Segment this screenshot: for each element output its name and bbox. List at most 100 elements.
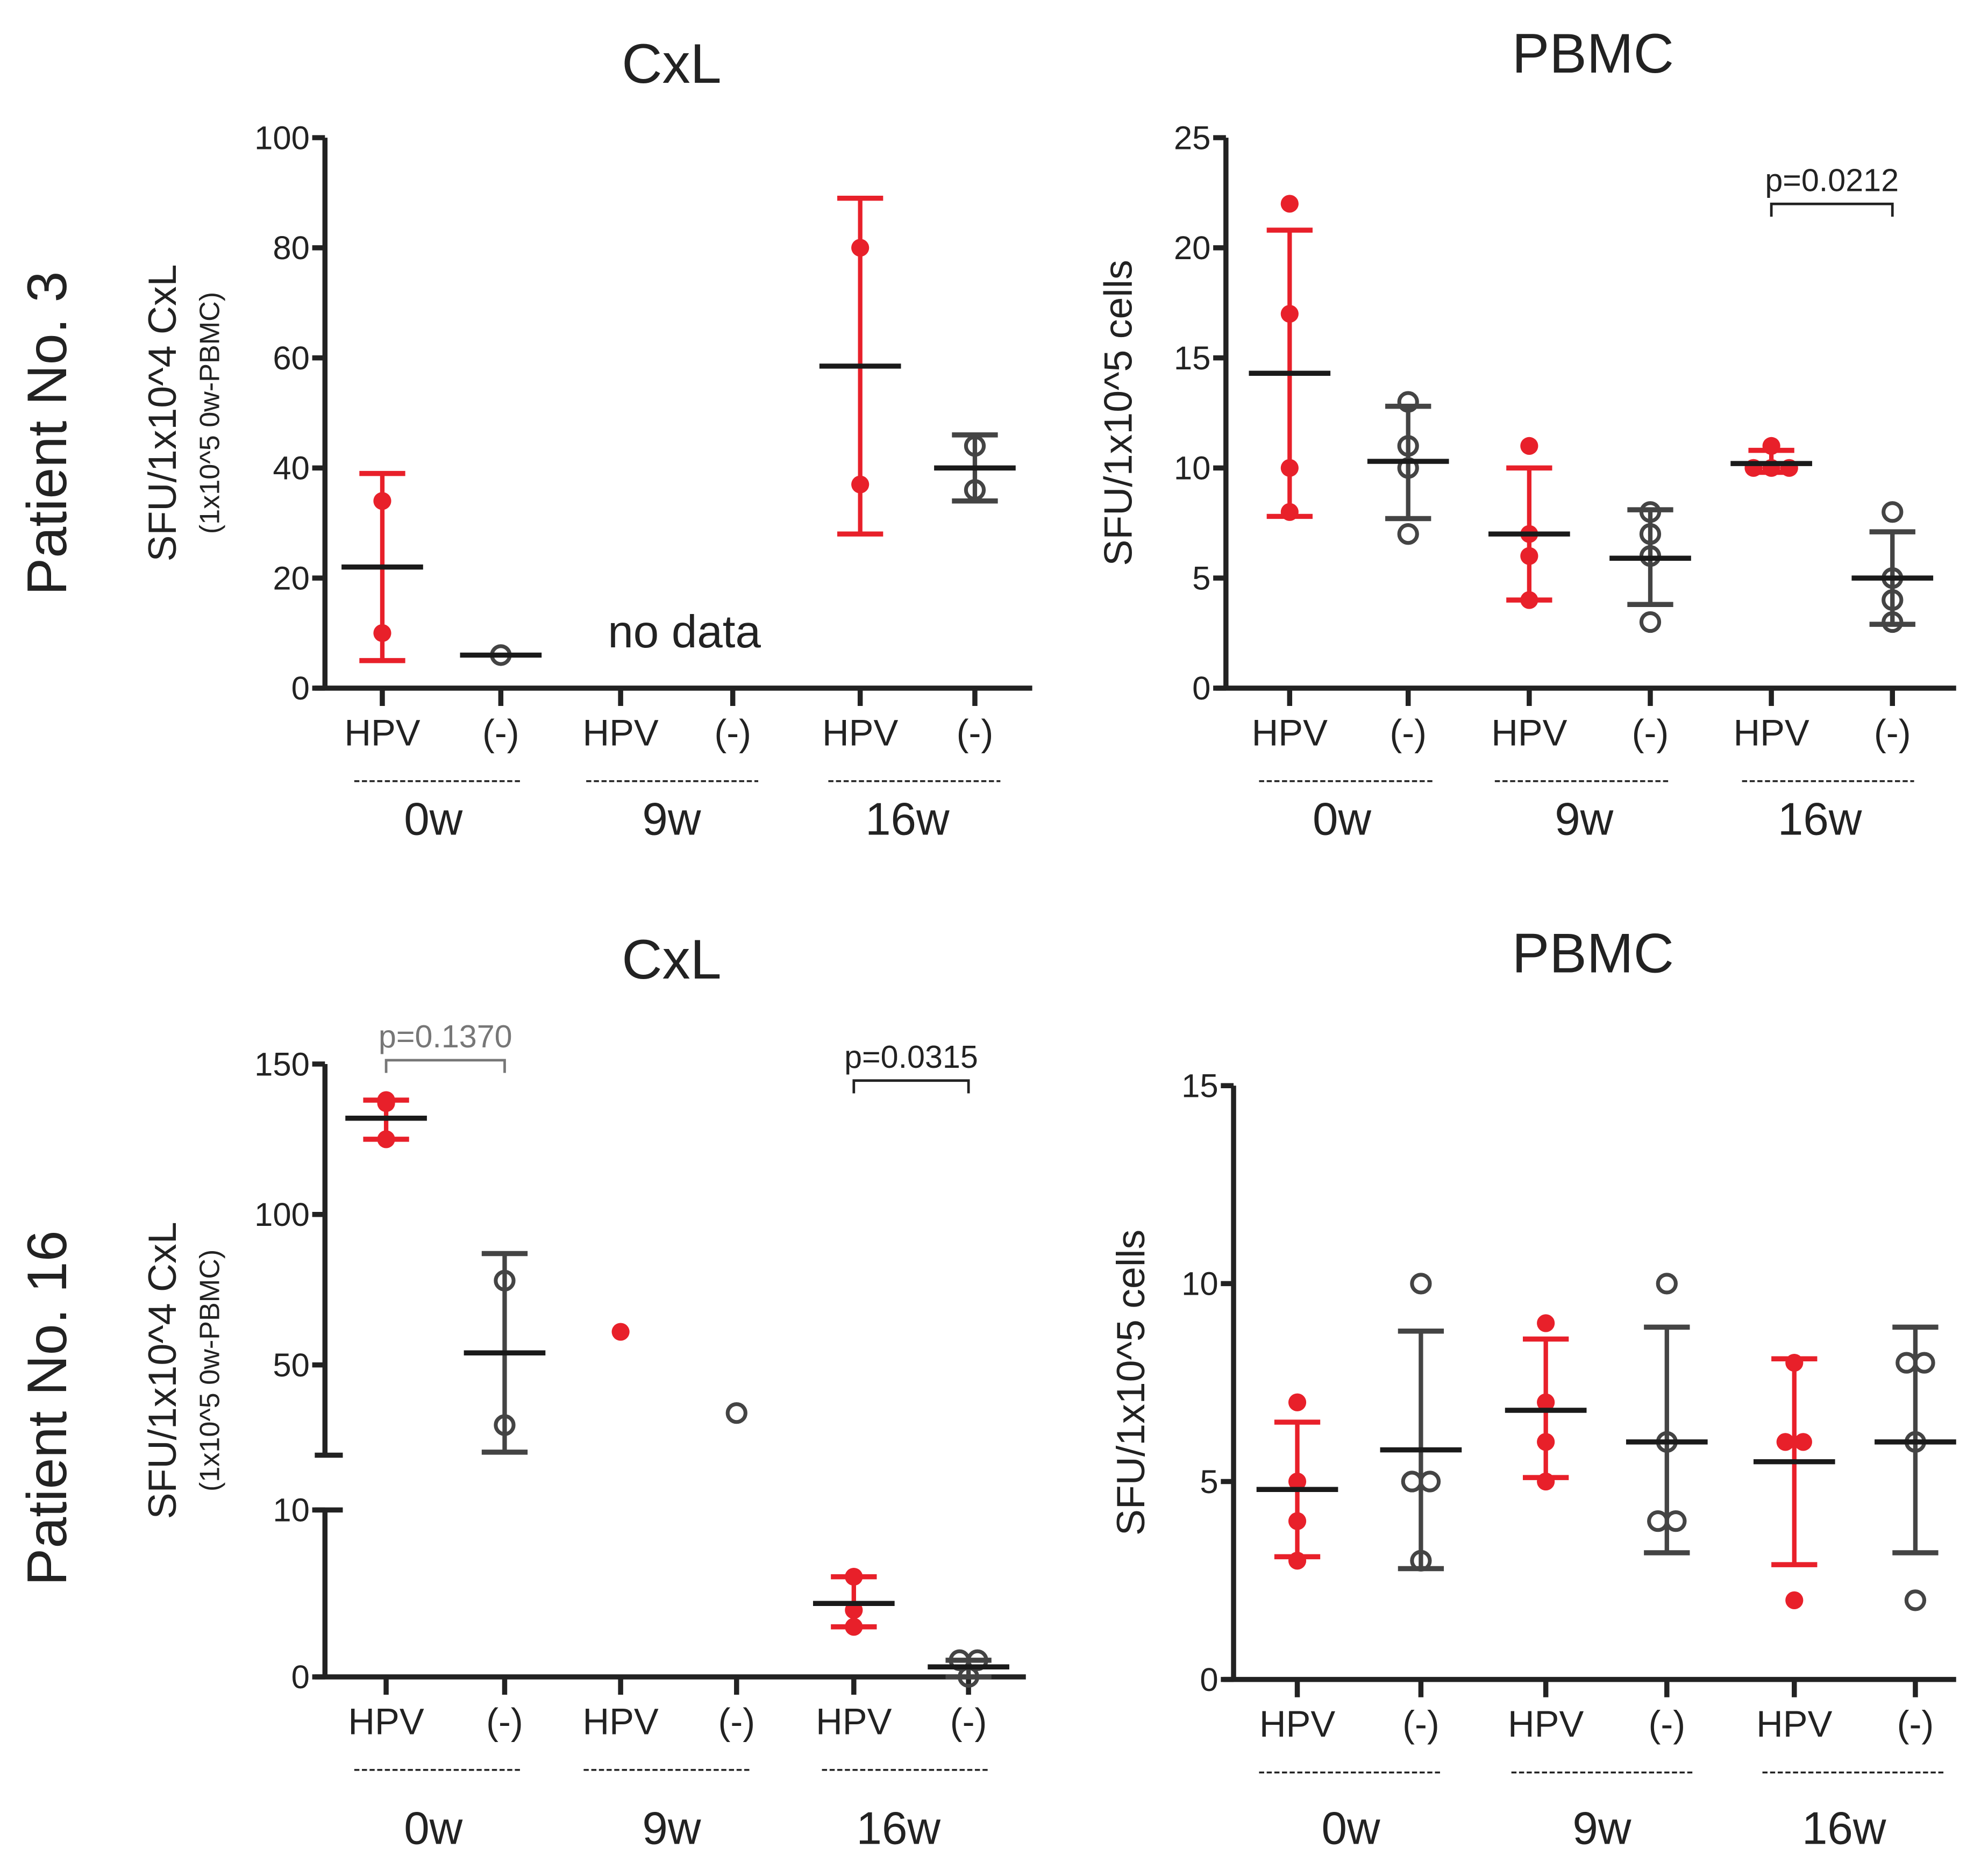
series-16w-hpv bbox=[819, 195, 901, 537]
series-16w- bbox=[928, 1649, 1009, 1688]
group-label: 9w bbox=[1572, 1803, 1631, 1854]
x-tick-label: (-) bbox=[486, 1701, 523, 1743]
y-tick-label: 80 bbox=[273, 230, 310, 267]
group-label: 9w bbox=[642, 1803, 701, 1854]
x-tick-label: (-) bbox=[950, 1701, 987, 1743]
x-tick-label: (-) bbox=[714, 712, 751, 753]
group-label: 9w bbox=[1555, 794, 1613, 845]
x-tick-label: (-) bbox=[1632, 712, 1669, 753]
data-point bbox=[611, 1323, 630, 1341]
series-0w-hpv bbox=[345, 1091, 427, 1148]
data-point bbox=[377, 1130, 395, 1148]
y-tick-label: 5 bbox=[1192, 560, 1210, 597]
y-tick-label: 150 bbox=[254, 1046, 310, 1083]
x-tick-label: HPV bbox=[1756, 1703, 1832, 1745]
x-tick-label: (-) bbox=[1874, 712, 1911, 753]
x-tick-label: (-) bbox=[1390, 712, 1427, 753]
y-axis-sublabel: (1x10^5 0w-PBMC) bbox=[195, 292, 226, 534]
series-16w-hpv bbox=[813, 1568, 895, 1636]
row-label: Patient No. 3 bbox=[16, 271, 79, 595]
y-axis-label: SFU/1x10^4 CxL bbox=[140, 1222, 184, 1519]
data-point bbox=[851, 239, 870, 257]
y-tick-label: 40 bbox=[273, 450, 310, 487]
chart-title: CxL bbox=[622, 929, 721, 991]
x-tick-label: (-) bbox=[718, 1701, 755, 1743]
y-tick-label: 0 bbox=[291, 1659, 310, 1696]
data-point bbox=[964, 479, 986, 501]
data-point bbox=[1520, 591, 1538, 609]
x-tick-label: HPV bbox=[1252, 712, 1328, 753]
no-data-annotation: no data bbox=[608, 606, 761, 658]
data-point bbox=[845, 1568, 863, 1586]
data-point bbox=[725, 1402, 747, 1424]
chart-title: CxL bbox=[622, 33, 721, 95]
data-point bbox=[1397, 391, 1419, 413]
data-point bbox=[1882, 611, 1904, 633]
data-point bbox=[1537, 1314, 1555, 1332]
data-point bbox=[1896, 1352, 1918, 1374]
y-tick-label: 0 bbox=[291, 670, 310, 707]
data-point bbox=[1762, 437, 1780, 455]
group-label: 16w bbox=[1802, 1803, 1886, 1854]
series-9w-hpv bbox=[611, 1323, 630, 1341]
chart-title: PBMC bbox=[1512, 23, 1674, 85]
y-axis-label: SFU/1x10^5 cells bbox=[1108, 1230, 1153, 1536]
data-point bbox=[1288, 1512, 1307, 1530]
data-point bbox=[373, 624, 391, 643]
data-point bbox=[1794, 1433, 1812, 1451]
y-tick-label: 0 bbox=[1192, 670, 1210, 707]
data-point bbox=[1785, 1354, 1804, 1372]
x-tick-label: HPV bbox=[1259, 1703, 1335, 1745]
data-point bbox=[1280, 459, 1299, 477]
series-16w-hpv bbox=[1753, 1354, 1835, 1609]
group-label: 16w bbox=[1778, 794, 1862, 845]
y-tick-label: 20 bbox=[1174, 230, 1211, 267]
series-0w-hpv bbox=[341, 470, 423, 663]
data-point bbox=[845, 1618, 863, 1636]
data-point bbox=[1537, 1433, 1555, 1451]
significance-bracket bbox=[384, 1059, 506, 1073]
series-16w- bbox=[934, 432, 1016, 504]
x-tick-label: HPV bbox=[822, 712, 898, 753]
series-16w- bbox=[1875, 1324, 1956, 1611]
data-point bbox=[1785, 1591, 1804, 1609]
series-9w-hpv bbox=[1505, 1314, 1587, 1491]
data-point bbox=[1520, 437, 1538, 455]
y-tick-label: 25 bbox=[1174, 119, 1211, 156]
group-label: 16w bbox=[857, 1803, 941, 1854]
x-tick-label: (-) bbox=[1402, 1703, 1440, 1745]
p-value-label: p=0.0212 bbox=[1765, 162, 1899, 198]
data-point bbox=[494, 1269, 516, 1292]
group-label: 9w bbox=[642, 794, 701, 845]
y-tick-label: 20 bbox=[273, 560, 310, 597]
data-point bbox=[964, 435, 986, 457]
p-value-label: p=0.1370 bbox=[379, 1018, 512, 1054]
x-tick-label: HPV bbox=[348, 1701, 424, 1743]
y-tick-label: 100 bbox=[254, 1196, 310, 1233]
y-tick-label: 50 bbox=[273, 1347, 310, 1384]
group-label: 0w bbox=[404, 794, 462, 845]
group-label: 16w bbox=[865, 794, 950, 845]
data-point bbox=[1397, 523, 1419, 545]
data-point bbox=[1288, 1472, 1307, 1491]
data-point bbox=[1882, 589, 1904, 611]
p-value-label: p=0.0315 bbox=[844, 1039, 978, 1075]
series-0w- bbox=[464, 1251, 546, 1455]
x-tick-label: HPV bbox=[816, 1701, 892, 1743]
data-point bbox=[1280, 305, 1299, 323]
x-tick-label: HPV bbox=[1491, 712, 1567, 753]
series-9w- bbox=[725, 1402, 747, 1424]
series-0w- bbox=[1367, 391, 1449, 545]
row-label: Patient No. 16 bbox=[16, 1230, 79, 1586]
y-tick-label: 5 bbox=[1200, 1464, 1218, 1501]
x-tick-label: HPV bbox=[1508, 1703, 1584, 1745]
y-tick-label: 60 bbox=[273, 340, 310, 377]
data-point bbox=[1913, 1352, 1935, 1374]
data-point bbox=[1904, 1589, 1927, 1611]
y-tick-label: 10 bbox=[1181, 1266, 1219, 1303]
significance-bracket bbox=[1770, 202, 1894, 217]
data-point bbox=[1665, 1510, 1687, 1532]
data-point bbox=[377, 1094, 395, 1112]
y-axis-sublabel: (1x10^5 0w-PBMC) bbox=[195, 1250, 226, 1491]
